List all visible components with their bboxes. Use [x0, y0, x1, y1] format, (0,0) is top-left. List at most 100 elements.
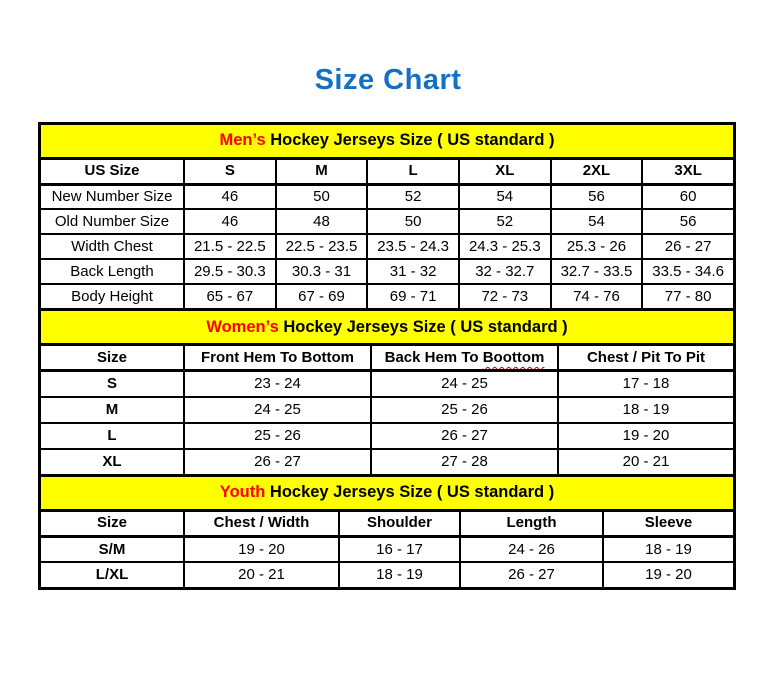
- cell-value: 25 - 26: [183, 421, 372, 450]
- cell-value: 46: [183, 208, 277, 235]
- cell-value: 24.3 - 25.3: [457, 233, 552, 260]
- cell-value: 69 - 71: [366, 283, 460, 310]
- youth-section-title-text: Hockey Jerseys Size ( US standard ): [265, 483, 555, 502]
- cell-value: 52: [457, 208, 552, 235]
- column-header-size: Size: [39, 343, 185, 372]
- cell-value: 19 - 20: [557, 421, 735, 450]
- cell-value: 29.5 - 30.3: [183, 258, 277, 285]
- cell-value: 48: [274, 208, 369, 235]
- misspelled-word: Boottom: [482, 348, 545, 366]
- womens-header-row: Size Front Hem To Bottom Back Hem To Boot…: [39, 343, 735, 372]
- table-row: L 25 - 26 26 - 27 19 - 20: [39, 421, 735, 450]
- column-header-m: M: [274, 157, 369, 186]
- mens-section-header: Men’s Hockey Jerseys Size ( US standard …: [39, 123, 735, 160]
- column-header-size: Size: [39, 509, 185, 538]
- cell-value: 25 - 26: [370, 395, 559, 424]
- mens-section-highlight: Men’s: [219, 131, 266, 150]
- cell-value: 67 - 69: [274, 283, 369, 310]
- cell-value: 21.5 - 22.5: [183, 233, 277, 260]
- cell-value: 60: [641, 183, 735, 210]
- youth-section-band: Youth Hockey Jerseys Size ( US standard …: [39, 475, 735, 512]
- column-header-2xl: 2XL: [549, 157, 644, 186]
- cell-value: 32.7 - 33.5: [549, 258, 644, 285]
- table-row: Width Chest 21.5 - 22.5 22.5 - 23.5 23.5…: [39, 233, 735, 260]
- youth-section-highlight: Youth: [219, 483, 266, 502]
- mens-section-band: Men’s Hockey Jerseys Size ( US standard …: [39, 123, 735, 160]
- cell-value: 17 - 18: [557, 369, 735, 398]
- row-label: L/XL: [39, 561, 185, 589]
- table-row: Body Height 65 - 67 67 - 69 69 - 71 72 -…: [39, 283, 735, 310]
- column-header-us-size: US Size: [39, 157, 185, 186]
- column-header-back-hem: Back Hem To Boottom: [370, 343, 559, 372]
- table-row: M 24 - 25 25 - 26 18 - 19: [39, 395, 735, 424]
- mens-size-table: Men’s Hockey Jerseys Size ( US standard …: [39, 123, 735, 310]
- cell-value: 23.5 - 24.3: [366, 233, 460, 260]
- cell-value: 74 - 76: [549, 283, 644, 310]
- column-header-xl: XL: [457, 157, 552, 186]
- youth-size-table: Youth Hockey Jerseys Size ( US standard …: [39, 475, 735, 589]
- cell-value: 20 - 21: [183, 561, 340, 589]
- womens-section-highlight: Women’s: [206, 317, 279, 336]
- cell-value: 25.3 - 26: [549, 233, 644, 260]
- cell-value: 46: [183, 183, 277, 210]
- row-label: Back Length: [39, 258, 185, 285]
- table-row: L/XL 20 - 21 18 - 19 26 - 27 19 - 20: [39, 561, 735, 589]
- mens-section-title-text: Hockey Jerseys Size ( US standard ): [265, 131, 555, 150]
- column-header-front-hem: Front Hem To Bottom: [183, 343, 372, 372]
- row-label: New Number Size: [39, 183, 185, 210]
- row-label: Body Height: [39, 283, 185, 310]
- row-label: Old Number Size: [39, 208, 185, 235]
- row-label: XL: [39, 447, 185, 476]
- cell-value: 77 - 80: [641, 283, 735, 310]
- womens-section-band: Women’s Hockey Jerseys Size ( US standar…: [39, 310, 735, 346]
- cell-value: 19 - 20: [602, 561, 735, 589]
- page-title: Size Chart: [314, 64, 462, 96]
- cell-value: 26 - 27: [370, 421, 559, 450]
- cell-value: 16 - 17: [338, 535, 461, 563]
- cell-value: 23 - 24: [183, 369, 372, 398]
- cell-value: 32 - 32.7: [457, 258, 552, 285]
- womens-section-header: Women’s Hockey Jerseys Size ( US standar…: [39, 310, 735, 346]
- table-row: S/M 19 - 20 16 - 17 24 - 26 18 - 19: [39, 535, 735, 563]
- cell-value: 65 - 67: [183, 283, 277, 310]
- column-header-sleeve: Sleeve: [602, 509, 735, 538]
- cell-value: 72 - 73: [457, 283, 552, 310]
- row-label: M: [39, 395, 185, 424]
- table-row: New Number Size 46 50 52 54 56 60: [39, 183, 735, 210]
- cell-value: 50: [274, 183, 369, 210]
- table-row: XL 26 - 27 27 - 28 20 - 21: [39, 447, 735, 476]
- cell-value: 18 - 19: [557, 395, 735, 424]
- column-header-chest-pit: Chest / Pit To Pit: [557, 343, 735, 372]
- cell-value: 56: [641, 208, 735, 235]
- cell-value: 33.5 - 34.6: [641, 258, 735, 285]
- cell-value: 22.5 - 23.5: [274, 233, 369, 260]
- column-header-length: Length: [459, 509, 604, 538]
- cell-value: 26 - 27: [459, 561, 604, 589]
- cell-value: 52: [366, 183, 460, 210]
- column-header-chest-width: Chest / Width: [183, 509, 340, 538]
- table-row: Old Number Size 46 48 50 52 54 56: [39, 208, 735, 235]
- row-label: L: [39, 421, 185, 450]
- cell-value: 24 - 26: [459, 535, 604, 563]
- column-header-s: S: [183, 157, 277, 186]
- cell-value: 18 - 19: [602, 535, 735, 563]
- column-header-shoulder: Shoulder: [338, 509, 461, 538]
- cell-value: 31 - 32: [366, 258, 460, 285]
- row-label: S: [39, 369, 185, 398]
- column-header-3xl: 3XL: [641, 157, 735, 186]
- mens-header-row: US Size S M L XL 2XL 3XL: [39, 157, 735, 186]
- cell-value: 24 - 25: [370, 369, 559, 398]
- cell-value: 26 - 27: [183, 447, 372, 476]
- cell-value: 24 - 25: [183, 395, 372, 424]
- youth-section-header: Youth Hockey Jerseys Size ( US standard …: [39, 475, 735, 512]
- row-label: Width Chest: [39, 233, 185, 260]
- cell-value: 26 - 27: [641, 233, 735, 260]
- womens-size-table: Women’s Hockey Jerseys Size ( US standar…: [39, 310, 735, 476]
- cell-value: 54: [457, 183, 552, 210]
- row-label: S/M: [39, 535, 185, 563]
- cell-value: 54: [549, 208, 644, 235]
- cell-value: 56: [549, 183, 644, 210]
- cell-value: 20 - 21: [557, 447, 735, 476]
- womens-section-title-text: Hockey Jerseys Size ( US standard ): [278, 317, 568, 336]
- cell-value: 50: [366, 208, 460, 235]
